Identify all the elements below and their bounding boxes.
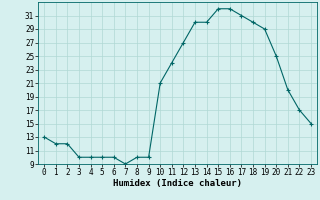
X-axis label: Humidex (Indice chaleur): Humidex (Indice chaleur) [113,179,242,188]
